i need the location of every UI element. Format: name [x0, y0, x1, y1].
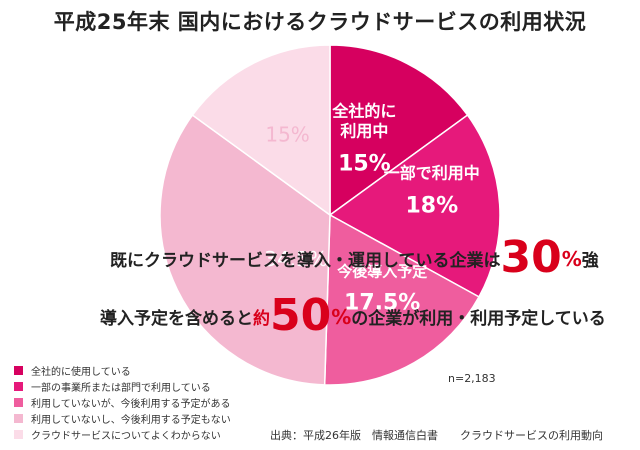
pie-slice-label-2: 一部で利用中 — [384, 164, 480, 183]
legend-label-3: 利用していないが、今後利用する予定がある — [31, 398, 231, 410]
legend-label-1: 全社的に使用している — [31, 366, 131, 378]
headline-message-2: 導入予定を含めると約50%の企業が利用・利用予定している — [100, 290, 606, 341]
legend-label-2: 一部の事業所または部門で利用している — [31, 382, 211, 394]
headline-2-text: 導入予定を含めると — [100, 309, 253, 329]
pie-slice-1 — [329, 44, 469, 217]
headline-1-text: 既にクラウドサービスを導入・運用している企業は — [110, 251, 501, 271]
headline-1-percent: % — [561, 247, 582, 271]
headline-2-number: 50 — [270, 290, 332, 341]
pie-slice-value-2: 18% — [405, 194, 458, 219]
pie-slice-label-1-line-1: 全社的に — [331, 102, 396, 121]
pie-slice-value-4: 34.5% — [264, 247, 328, 271]
headline-1-suffix: 強 — [581, 251, 599, 271]
headline-2-percent: % — [331, 305, 352, 329]
pie-slice-2 — [328, 114, 501, 298]
pie-slice-value-5: 15% — [265, 123, 309, 147]
headline-2-suffix: の企業が利用・利用予定している — [351, 309, 606, 329]
pie-slice-5 — [191, 44, 331, 217]
legend-label-4: 利用していないし、今後利用する予定もない — [31, 414, 231, 426]
pie-slice-4 — [159, 114, 331, 386]
pie-slice-value-3: 17.5% — [344, 291, 420, 316]
legend-label-5: クラウドサービスについてよくわからない — [31, 430, 221, 442]
legend-item-1: 全社的に使用している — [14, 362, 231, 378]
pie-slice-3 — [323, 213, 480, 386]
legend-swatch-3 — [14, 397, 23, 407]
pie-slice-label-3: 今後導入予定 — [336, 263, 427, 281]
legend-item-5: クラウドサービスについてよくわからない — [14, 426, 231, 442]
headline-1-number: 30 — [500, 232, 562, 283]
legend: 全社的に使用している一部の事業所または部門で利用している利用していないが、今後利… — [14, 362, 231, 442]
headline-2-approx: 約 — [253, 309, 270, 329]
source-note: 出典：平成26年版 情報通信白書 クラウドサービスの利用動向 — [270, 429, 603, 442]
legend-swatch-1 — [14, 365, 23, 375]
pie-slice-label-1-line-2: 利用中 — [340, 122, 388, 141]
legend-item-3: 利用していないが、今後利用する予定がある — [14, 394, 231, 410]
legend-swatch-2 — [14, 381, 23, 391]
sample-size: n=2,183 — [448, 372, 496, 385]
legend-item-4: 利用していないし、今後利用する予定もない — [14, 410, 231, 426]
pie-slice-value-1: 15% — [338, 152, 391, 177]
legend-swatch-5 — [14, 429, 23, 439]
legend-item-2: 一部の事業所または部門で利用している — [14, 378, 231, 394]
legend-swatch-4 — [14, 413, 23, 423]
headline-message-1: 既にクラウドサービスを導入・運用している企業は30%強 — [110, 232, 599, 283]
chart-title: 平成25年末 国内におけるクラウドサービスの利用状況 — [53, 10, 587, 34]
